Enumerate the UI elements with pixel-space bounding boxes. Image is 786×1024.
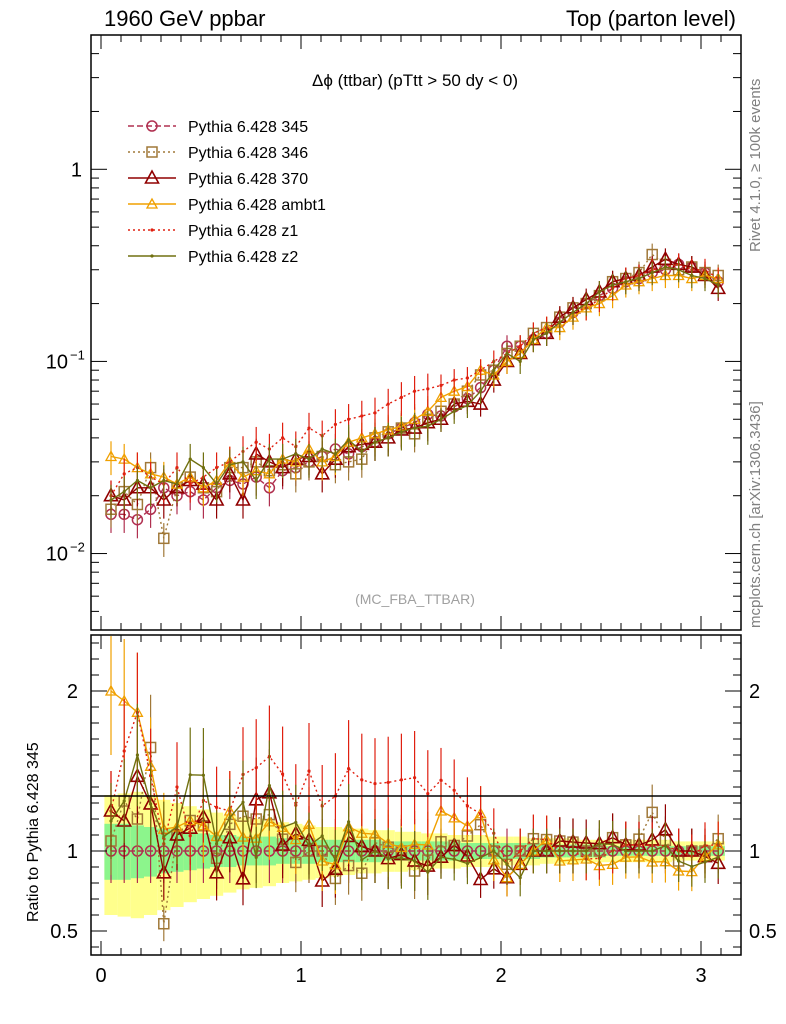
- axis-ticks: [91, 34, 742, 955]
- ratio-point: [104, 684, 118, 696]
- legend-marker: [144, 169, 160, 184]
- legend-marker: [146, 120, 158, 132]
- ratio-point: [208, 864, 225, 879]
- ratio-tick-label: 2: [67, 681, 78, 703]
- legend-item-ambt1: Pythia 6.428 ambt1: [128, 197, 326, 214]
- legend-label: Pythia 6.428 370: [188, 171, 308, 188]
- series-z1: [109, 253, 720, 515]
- data-point: [452, 378, 456, 382]
- ratio-point: [518, 849, 522, 853]
- y-tick-label: 1: [71, 159, 82, 181]
- chart-title: Δϕ (ttbar) (pTtt > 50 dy < 0): [312, 71, 518, 90]
- legend-item-346: Pythia 6.428 346: [128, 145, 308, 162]
- data-point: [158, 532, 170, 545]
- legend-item-345: Pythia 6.428 345: [128, 119, 308, 136]
- ratio-point: [144, 845, 157, 857]
- legend-label: Pythia 6.428 z2: [188, 249, 298, 266]
- data-point: [360, 414, 364, 418]
- x-tick-label: 0: [95, 965, 106, 987]
- main-series-group: [103, 243, 727, 557]
- x-tick-label: 1: [295, 965, 306, 987]
- ratio-tick-label-right: 0.5: [749, 921, 777, 943]
- ratio-line: [110, 709, 719, 866]
- x-tick-label: 3: [695, 965, 706, 987]
- data-point: [188, 482, 192, 486]
- legend-marker: [150, 254, 154, 258]
- legend: Pythia 6.428 345 Pythia 6.428 346 Pythia 6…: [128, 119, 326, 266]
- data-point: [518, 344, 522, 348]
- ratio-line: [110, 752, 719, 879]
- series-line: [110, 266, 719, 501]
- legend-item-370: Pythia 6.428 370: [128, 169, 308, 188]
- x-tick-label: 2: [495, 965, 506, 987]
- ratio-point: [155, 864, 172, 879]
- ratio-point: [434, 804, 448, 816]
- series-z2: [109, 256, 720, 519]
- ratio-plot-frame: [90, 634, 742, 956]
- watermark: (MC_FBA_TTBAR): [355, 591, 475, 607]
- legend-label: Pythia 6.428 z1: [188, 223, 298, 240]
- legend-item-z2: Pythia 6.428 z2: [128, 249, 298, 266]
- data-point: [208, 491, 225, 506]
- y-tick-label: 10: [46, 351, 68, 373]
- ratio-point: [235, 870, 251, 885]
- ratio-tick-label-right: 2: [749, 681, 760, 703]
- ratio-ylabel: Ratio to Pythia 6.428 345: [25, 742, 42, 922]
- ratio-point: [448, 811, 461, 823]
- y-tick-exponent: −1: [70, 347, 85, 362]
- data-point: [235, 491, 251, 506]
- legend-label: Pythia 6.428 345: [188, 119, 308, 136]
- legend-marker: [145, 197, 159, 209]
- legend-label: Pythia 6.428 ambt1: [188, 197, 326, 214]
- ratio-tick-label: 0.5: [50, 921, 78, 943]
- header-left: 1960 GeV ppbar: [104, 6, 266, 31]
- axes-frames: [90, 34, 742, 956]
- y-tick-exponent: −2: [70, 540, 85, 555]
- data-point: [104, 450, 118, 462]
- ratio-tick-label: 1: [67, 841, 78, 863]
- ratio-point: [472, 870, 489, 886]
- ratio-tick-label-right: 1: [749, 841, 760, 863]
- header-right: Top (parton level): [566, 6, 736, 31]
- main-plot-frame: [90, 34, 742, 631]
- legend-marker: [146, 146, 158, 158]
- y-tick-label: 10: [46, 544, 68, 566]
- ratio-point: [386, 780, 390, 785]
- data-point: [155, 491, 172, 506]
- legend-label: Pythia 6.428 346: [188, 145, 308, 162]
- legend-item-z1: Pythia 6.428 z1: [128, 223, 298, 240]
- legend-marker: [150, 228, 154, 232]
- ratio-point: [158, 917, 170, 930]
